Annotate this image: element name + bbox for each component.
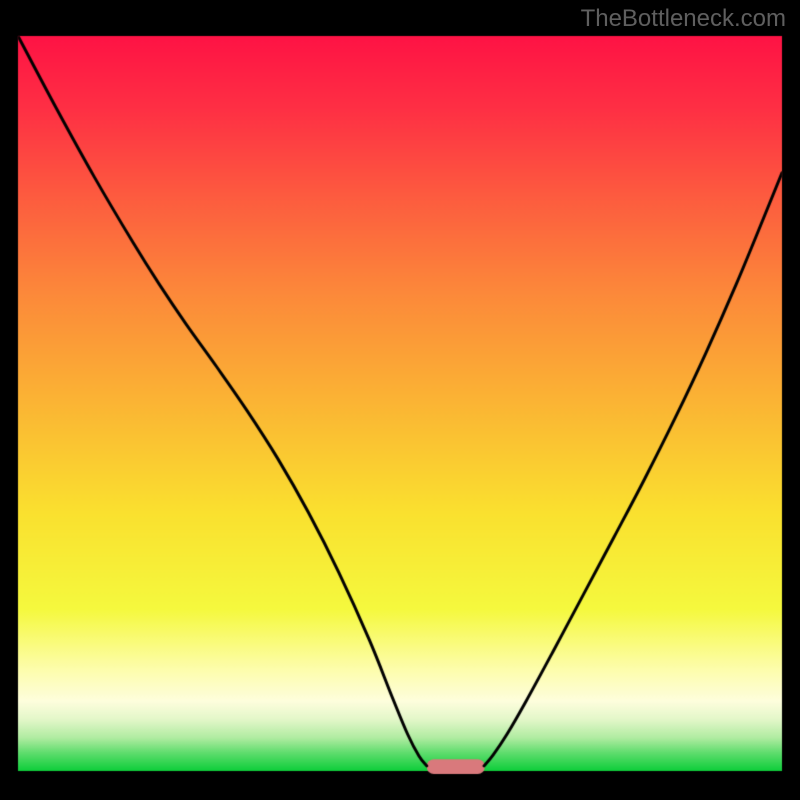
watermark-label: TheBottleneck.com bbox=[581, 5, 786, 33]
bottleneck-curve bbox=[0, 0, 800, 800]
chart-figure: TheBottleneck.com bbox=[0, 0, 800, 800]
